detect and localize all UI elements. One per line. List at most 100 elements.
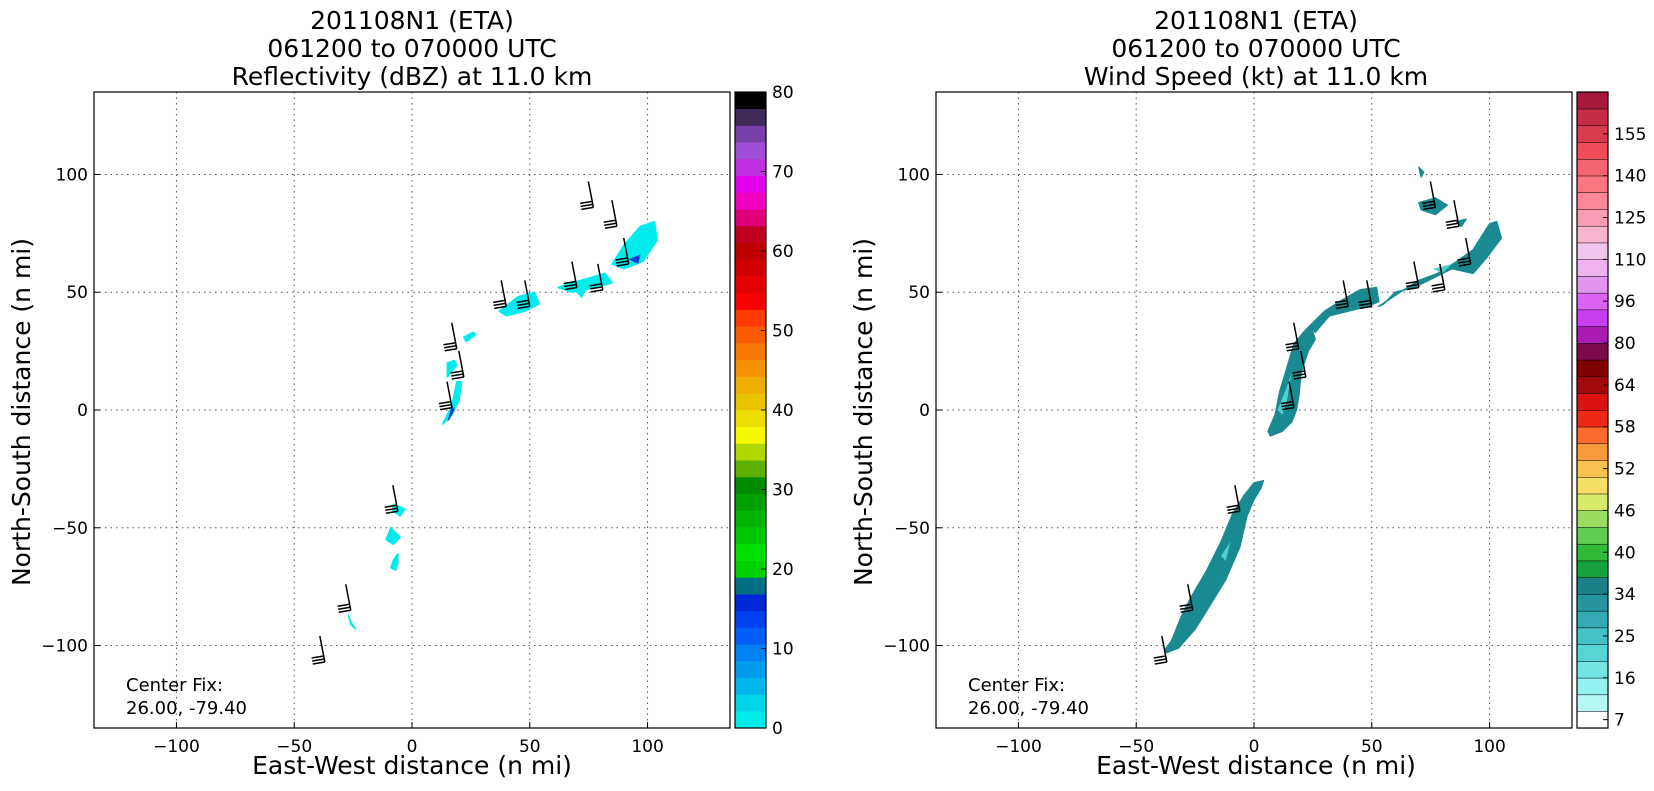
reflectivity-colorbar-swatch [735,560,766,578]
reflectivity-wind-barb [615,237,630,267]
wind-speed-colorbar-swatch [1576,225,1609,244]
reflectivity-wind-barb [603,200,618,230]
reflectivity-panel: 201108N1 (ETA) 061200 to 070000 UTC Refl… [7,6,794,780]
wind-speed-colorbar-swatch [1576,158,1609,177]
wind-speed-colorbar-swatch [1576,342,1609,361]
reflectivity-colorbar-tick-label: 80 [772,83,794,103]
reflectivity-colorbar-swatch [735,661,766,679]
reflectivity-wind-barb [438,381,453,411]
wind-speed-wind-core [1433,264,1452,274]
wind-speed-colorbar-swatch [1576,309,1609,327]
wind-speed-wind-core [1221,541,1231,561]
reflectivity-echo-region [498,291,540,317]
reflectivity-echo-region [347,614,357,630]
reflectivity-y-tick-label: 100 [56,165,88,185]
wind-speed-colorbar-tick-label: 125 [1614,209,1646,229]
wind-speed-center-fix-coords: 26.00, -79.40 [968,698,1089,719]
wind-speed-y-tick-label: −50 [894,519,930,539]
wind-speed-echo-region [1309,286,1380,334]
reflectivity-colorbar-swatch [735,108,766,126]
wind-speed-colorbar-swatch [1576,141,1609,160]
wind-speed-colorbar-swatch [1576,108,1609,127]
reflectivity-title-line-2: 061200 to 070000 UTC [267,34,556,63]
wind-speed-x-tick-label: 100 [1473,737,1505,757]
reflectivity-y-tick-label: −50 [52,519,88,539]
wind-speed-colorbar-frame [1576,91,1609,729]
reflectivity-center-fix-coords: 26.00, -79.40 [126,698,247,719]
reflectivity-colorbar-swatch [735,610,766,628]
reflectivity-colorbar-swatch [735,410,766,428]
wind-speed-wind-barb [1153,635,1168,665]
reflectivity-colorbar-swatch [735,209,766,227]
wind-speed-colorbar-swatch [1576,593,1609,612]
wind-speed-wind-barb [1358,280,1373,310]
wind-speed-colorbar-tick-label: 140 [1614,167,1646,187]
wind-speed-y-tick-label: 50 [908,283,930,303]
reflectivity-wind-barb [580,181,595,211]
wind-speed-colorbar-swatch [1576,644,1609,662]
reflectivity-wind-barb [311,635,326,665]
reflectivity-colorbar-tick-label: 40 [772,401,794,421]
reflectivity-colorbar-swatch [735,309,766,327]
reflectivity-echo-core [447,405,455,422]
reflectivity-plot-background [94,92,730,728]
reflectivity-x-tick-label: −100 [153,737,200,757]
reflectivity-echo-region [385,527,401,546]
wind-speed-colorbar-swatch [1576,677,1609,696]
wind-speed-colorbar-swatch [1576,393,1609,411]
reflectivity-echo-region [446,359,458,378]
wind-speed-colorbar-swatch [1576,510,1609,528]
wind-speed-colorbar-tick-label: 16 [1614,669,1636,689]
reflectivity-colorbar-tick-label: 0 [772,719,783,739]
wind-speed-colorbar-tick-label: 58 [1614,418,1636,438]
reflectivity-colorbar-swatch [735,677,766,695]
wind-speed-colorbar-swatch [1576,91,1609,110]
reflectivity-title-line-1: 201108N1 (ETA) [310,6,514,35]
wind-speed-colorbar-swatch [1576,426,1609,445]
reflectivity-wind-barb [516,280,531,310]
reflectivity-colorbar-swatch [735,225,766,243]
wind-speed-colorbar-tick-label: 40 [1614,543,1636,563]
wind-speed-wind-barb [1226,485,1241,515]
wind-speed-x-tick-label: −100 [995,737,1042,757]
reflectivity-title-line-3: Reflectivity (dBZ) at 11.0 km [232,62,593,91]
reflectivity-echo-core [628,254,641,264]
wind-speed-wind-barb [1292,350,1307,380]
reflectivity-colorbar-swatch [735,543,766,561]
wind-speed-colorbar-swatch [1576,660,1609,679]
reflectivity-colorbar-swatch [735,627,766,645]
wind-speed-colorbar-tick-label: 34 [1614,585,1636,605]
wind-speed-y-tick-label: −100 [883,637,930,657]
reflectivity-colorbar-swatch [735,92,766,110]
wind-speed-colorbar-tick-label: 46 [1614,501,1636,521]
wind-speed-colorbar-tick-label: 80 [1614,334,1636,354]
wind-speed-plot-area: −100 −50 0 50 100 −100 −50 0 50 100 [883,91,1573,757]
reflectivity-colorbar-swatch [735,577,766,595]
reflectivity-colorbar-swatch [735,694,766,712]
reflectivity-colorbar-swatch [735,125,766,143]
wind-speed-colorbar-swatch [1576,409,1609,428]
wind-speed-y-axis-label: North-South distance (n mi) [849,238,878,586]
wind-speed-echo-region [1163,479,1265,654]
reflectivity-colorbar-swatch [735,594,766,612]
wind-speed-colorbar-swatch [1576,610,1609,629]
wind-speed-title-line-2: 061200 to 070000 UTC [1111,34,1400,63]
reflectivity-echo-region [463,331,477,343]
reflectivity-colorbar-swatch [735,359,766,377]
reflectivity-wind-barb [450,350,465,380]
wind-speed-title-line-3: Wind Speed (kt) at 11.0 km [1084,62,1428,91]
wind-speed-colorbar-swatch [1576,259,1609,277]
reflectivity-wind-barb [492,280,507,310]
reflectivity-colorbar-swatch [735,175,766,193]
reflectivity-echo-region [390,552,399,571]
reflectivity-colorbar-tick-label: 30 [772,481,794,501]
wind-speed-colorbar-swatch [1576,443,1609,461]
reflectivity-colorbar-swatch [735,476,766,494]
reflectivity-y-tick-label: 50 [66,283,88,303]
wind-speed-wind-barb [1179,584,1194,613]
wind-speed-wind-barb [1285,322,1300,352]
reflectivity-colorbar-swatch [735,443,766,461]
reflectivity-colorbar-swatch [735,711,766,729]
wind-speed-colorbar-tick-label: 110 [1614,250,1646,270]
wind-speed-colorbar-tick-label: 52 [1614,460,1636,480]
